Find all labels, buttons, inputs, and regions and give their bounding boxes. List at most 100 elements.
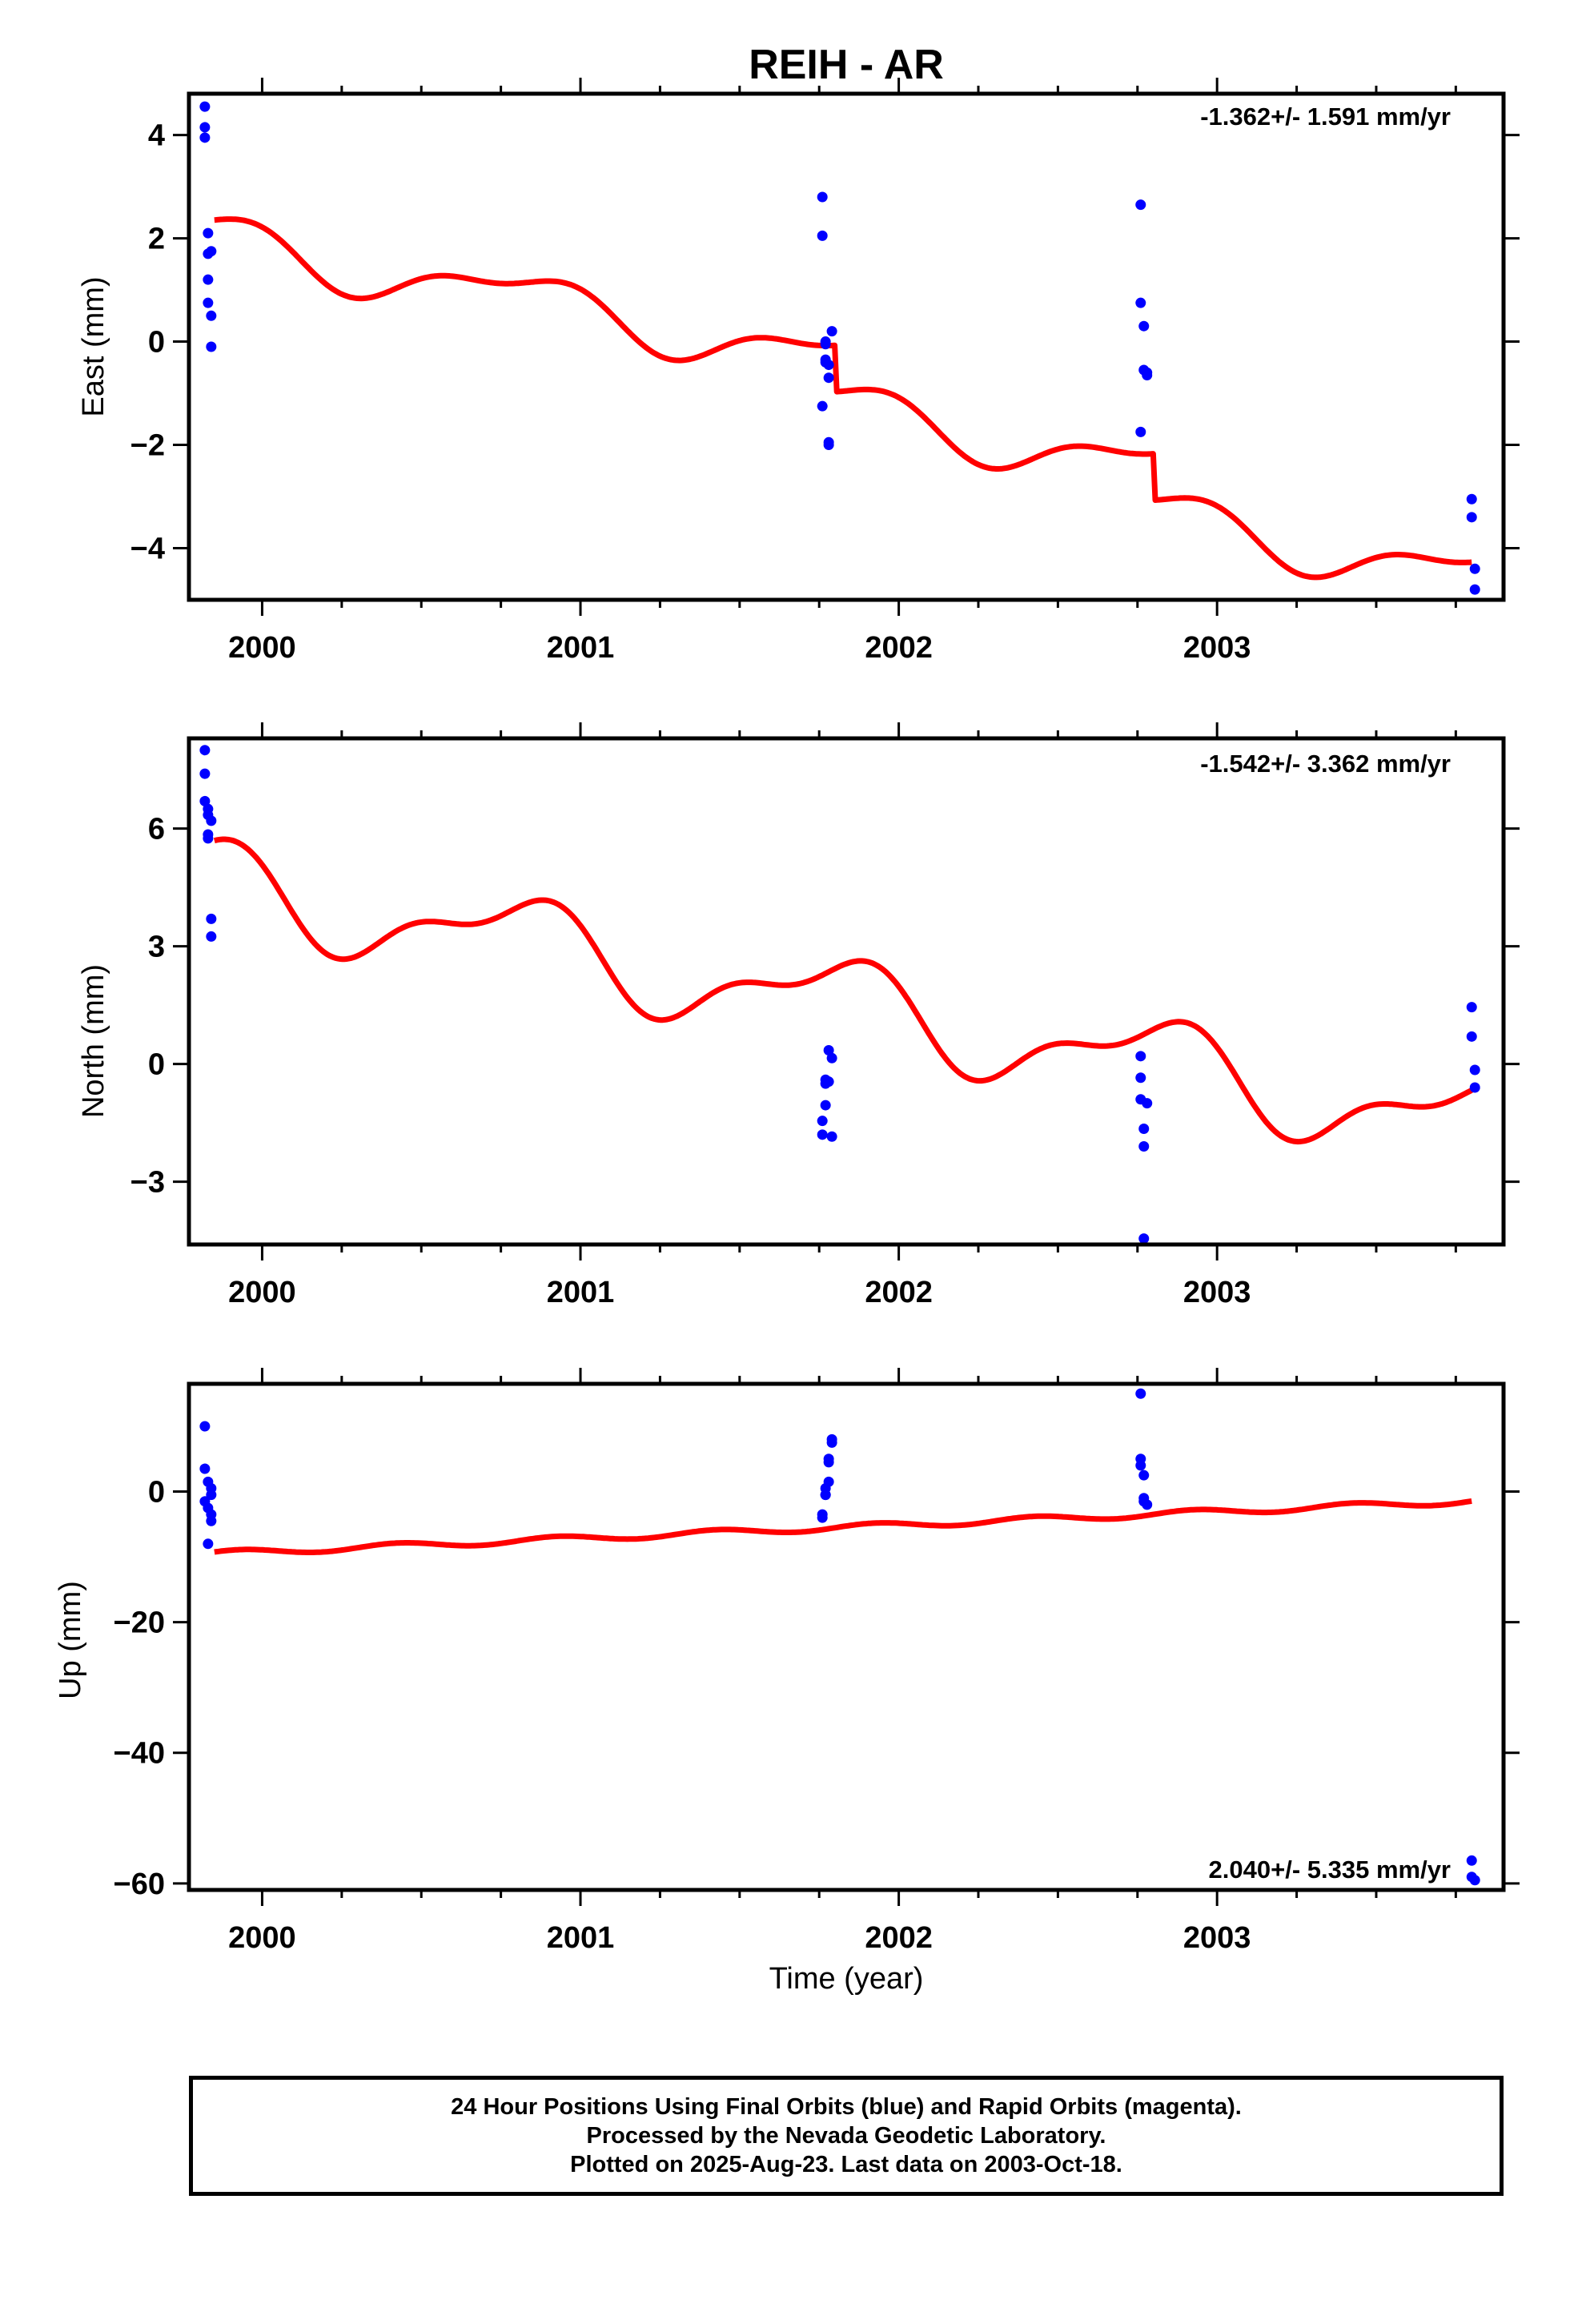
east-data-point [1138, 320, 1150, 332]
east-x-tick-label: 2001 [547, 631, 615, 665]
east-data-point [823, 440, 834, 451]
east-plot-area [199, 101, 1480, 595]
up-plot-area [199, 1388, 1480, 1886]
north-rate-label: -1.542+/- 3.362 mm/yr [1200, 750, 1451, 778]
east-data-point [199, 101, 211, 112]
north-data-point [826, 1131, 837, 1142]
east-data-point [203, 227, 214, 239]
east-data-point [1469, 584, 1480, 595]
east-data-point [1142, 367, 1153, 378]
east-data-point [817, 230, 828, 241]
north-y-tick-label: 6 [148, 813, 165, 846]
up-data-point [199, 1421, 211, 1432]
east-data-point [817, 400, 828, 412]
up-frame [187, 1381, 1506, 1892]
north-plot-area [199, 745, 1480, 1244]
east-x-tick-label: 2003 [1183, 631, 1251, 665]
up-data-point [206, 1482, 217, 1494]
up-data-point [1466, 1855, 1477, 1866]
north-data-point [1135, 1072, 1146, 1084]
north-data-point [1138, 1141, 1150, 1152]
north-data-point [823, 1044, 834, 1055]
north-data-point [820, 1100, 831, 1111]
east-data-point [1135, 297, 1146, 308]
north-axis-label: North (mm) [77, 964, 110, 1118]
east-data-point [199, 122, 211, 133]
up-data-point [823, 1454, 834, 1465]
east-y-tick-label: −2 [130, 429, 165, 463]
north-data-point [1142, 1098, 1153, 1109]
north-data-point [199, 795, 211, 806]
up-x-tick-label: 2001 [547, 1921, 615, 1955]
footer-line-1: 24 Hour Positions Using Final Orbits (bl… [451, 2094, 1242, 2120]
east-data-point [203, 297, 214, 308]
north-data-point [823, 1076, 834, 1088]
north-data-point [1466, 1002, 1477, 1013]
east-x-tick-label: 2000 [228, 631, 296, 665]
north-y-tick-label: 0 [148, 1048, 165, 1082]
east-data-point [199, 132, 211, 143]
footer-line-3: Plotted on 2025-Aug-23. Last data on 200… [570, 2152, 1122, 2177]
up-data-point [203, 1538, 214, 1550]
east-data-point [203, 274, 214, 285]
north-data-point [1138, 1233, 1150, 1244]
east-data-point [826, 326, 837, 337]
east-y-tick-label: 0 [148, 326, 165, 360]
up-y-tick-label: −60 [114, 1868, 165, 1901]
east-x-tick-label: 2002 [865, 631, 933, 665]
north-data-point [203, 833, 214, 844]
east-panel: East (mm) -1.362+/- 1.591 mm/yr 2000 2001… [77, 78, 1520, 665]
north-data-point [817, 1129, 828, 1140]
east-data-point [206, 341, 217, 352]
north-y-tick-label: 3 [148, 931, 165, 964]
north-x-tick-label: 2000 [228, 1276, 296, 1309]
north-data-point [826, 1052, 837, 1063]
east-data-point [206, 246, 217, 257]
up-data-point [1138, 1470, 1150, 1481]
east-y-tick-label: 4 [148, 119, 165, 153]
up-x-tick-label: 2000 [228, 1921, 296, 1955]
north-data-point [1466, 1031, 1477, 1042]
east-data-point [1466, 512, 1477, 523]
north-data-point [199, 745, 211, 756]
up-data-point [1135, 1460, 1146, 1471]
north-data-point [817, 1116, 828, 1127]
north-y-tick-label: −3 [130, 1166, 165, 1200]
east-model-line [213, 216, 1473, 581]
up-data-point [823, 1476, 834, 1487]
up-x-tick-label: 2002 [865, 1921, 933, 1955]
up-data-point [1135, 1388, 1146, 1399]
north-model-line [213, 836, 1473, 1145]
footer-line-2: Processed by the Nevada Geodetic Laborat… [586, 2123, 1106, 2149]
north-data-point [206, 931, 217, 942]
north-data-point [1138, 1123, 1150, 1134]
up-data-point [817, 1509, 828, 1520]
north-data-point [1135, 1051, 1146, 1062]
north-x-tick-label: 2002 [865, 1276, 933, 1309]
east-y-tick-label: 2 [148, 223, 165, 256]
east-axis-label: East (mm) [77, 276, 110, 416]
x-axis-label: Time (year) [769, 1962, 924, 1996]
up-data-point [1142, 1499, 1153, 1510]
north-frame [187, 736, 1506, 1247]
east-data-point [1469, 563, 1480, 574]
up-y-tick-label: 0 [148, 1476, 165, 1510]
up-axis-label: Up (mm) [54, 1581, 87, 1699]
north-x-tick-label: 2003 [1183, 1276, 1251, 1309]
east-data-point [823, 372, 834, 384]
north-x-tick-label: 2001 [547, 1276, 615, 1309]
east-data-point [1466, 493, 1477, 505]
up-x-tick-label: 2003 [1183, 1921, 1251, 1955]
north-data-point [1469, 1064, 1480, 1076]
up-rate-label: 2.040+/- 5.335 mm/yr [1209, 1856, 1451, 1884]
east-frame [187, 91, 1506, 602]
north-panel: North (mm) -1.542+/- 3.362 mm/yr 2000 200… [77, 722, 1520, 1309]
east-data-point [817, 191, 828, 203]
east-rate-label: -1.362+/- 1.591 mm/yr [1200, 103, 1451, 131]
east-y-tick-label: −4 [130, 533, 165, 566]
up-model-line [213, 1498, 1473, 1555]
chart-title: REIH - AR [749, 42, 944, 88]
north-data-point [206, 815, 217, 826]
north-data-point [199, 768, 211, 779]
